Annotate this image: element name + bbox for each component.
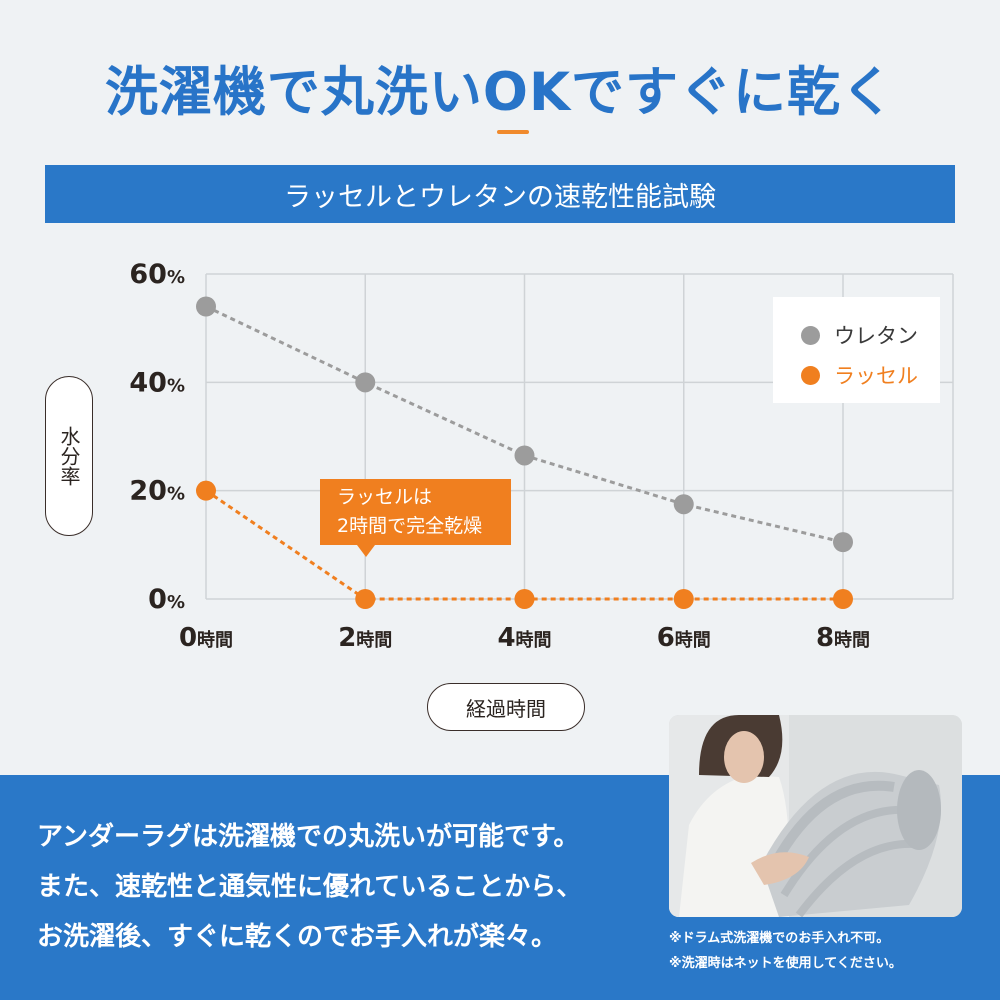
description-line-3: お洗濯後、すぐに乾くのでお手入れが楽々。 [37,922,558,952]
care-notes: ※ドラム式洗濯機でのお手入れ不可。 ※洗濯時はネットを使用してください。 [669,926,989,976]
accent-dash [497,130,529,134]
legend-item-urethane: ウレタン [801,315,940,355]
y-tick-label: 40% [129,367,185,398]
x-tick-label: 0時間 [179,623,233,653]
y-tick-label: 20% [129,476,185,507]
y-tick-label: 0% [148,584,185,615]
callout-line-2: 2時間で完全乾燥 [337,515,483,537]
legend-label-urethane: ウレタン [834,324,918,348]
x-tick-label: 2時間 [338,623,392,653]
data-point-urethane [514,445,535,466]
x-tick-label: 4時間 [497,623,551,653]
x-tick-label: 6時間 [657,623,711,653]
legend-dot-russell [801,365,820,385]
y-tick-label: 60% [129,259,185,290]
data-point-russell [514,589,535,609]
data-point-russell [196,480,216,501]
legend-item-russell: ラッセル [801,355,940,395]
dry-callout: ラッセルは 2時間で完全乾燥 [320,479,511,545]
x-axis-label: 経過時間 [427,683,585,731]
rolled-rug-illustration [669,715,962,917]
product-photo [669,715,962,917]
chart-legend: ウレタン ラッセル [773,297,940,403]
callout-pointer [357,545,375,557]
y-axis-label: 水分率 [45,376,93,536]
data-point-urethane [833,532,853,553]
data-point-urethane [673,494,694,515]
data-point-russell [355,589,376,609]
description-text: アンダーラグは洗濯機での丸洗いが可能です。 また、速乾性と通気性に優れていること… [37,812,677,962]
legend-label-russell: ラッセル [834,364,918,388]
x-tick-label: 8時間 [816,623,870,653]
description-line-2: また、速乾性と通気性に優れていることから、 [37,872,583,902]
care-note-1: ※ドラム式洗濯機でのお手入れ不可。 [669,931,890,946]
data-point-russell [673,589,694,609]
callout-line-1: ラッセルは [337,486,433,508]
chart-title: ラッセルとウレタンの速乾性能試験 [284,181,716,213]
chart-title-banner: ラッセルとウレタンの速乾性能試験 [45,165,955,223]
page-headline: 洗濯機で丸洗いOKですぐに乾く [104,62,896,123]
legend-dot-urethane [801,325,820,345]
description-line-1: アンダーラグは洗濯機での丸洗いが可能です。 [37,822,580,852]
data-point-urethane [355,372,376,393]
data-point-urethane [196,296,216,317]
care-note-2: ※洗濯時はネットを使用してください。 [669,956,902,971]
data-point-russell [833,589,853,609]
